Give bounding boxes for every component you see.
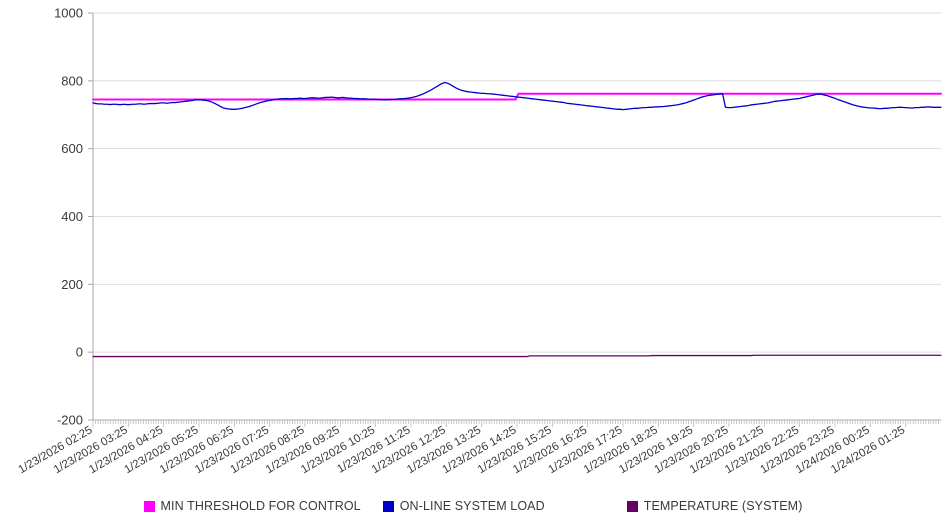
x-axis-tick-labels: 1/23/2026 02:251/23/2026 03:251/23/2026 … xyxy=(16,424,907,476)
y-axis-tick-labels: 1000 800 600 400 200 0 -200 xyxy=(54,6,83,428)
legend-item-min-threshold-for-control[interactable]: MIN THRESHOLD FOR CONTROL xyxy=(143,499,361,513)
legend-swatch-temperature-system xyxy=(626,500,638,512)
legend-swatch-on-line-system-load xyxy=(382,500,394,512)
svg-text:-200: -200 xyxy=(57,413,83,428)
series-line-2 xyxy=(92,354,942,358)
svg-text:1000: 1000 xyxy=(54,6,83,21)
data-series-lines xyxy=(92,81,942,358)
legend-label-on-line-system-load: ON-LINE SYSTEM LOAD xyxy=(399,499,545,513)
series-line-1 xyxy=(92,81,942,111)
chart-legend: MIN THRESHOLD FOR CONTROL ON-LINE SYSTEM… xyxy=(0,495,946,517)
x-axis-ticks xyxy=(92,420,939,427)
gridlines xyxy=(93,12,941,421)
svg-text:600: 600 xyxy=(61,141,83,156)
y-axis-ticks xyxy=(88,12,93,421)
svg-text:0: 0 xyxy=(76,345,83,360)
legend-label-temperature-system: TEMPERATURE (SYSTEM) xyxy=(643,499,803,513)
legend-item-on-line-system-load[interactable]: ON-LINE SYSTEM LOAD xyxy=(382,499,545,513)
legend-item-temperature-system[interactable]: TEMPERATURE (SYSTEM) xyxy=(626,499,803,513)
svg-text:200: 200 xyxy=(61,277,83,292)
legend-swatch-min-threshold-for-control xyxy=(143,500,155,512)
legend-label-min-threshold-for-control: MIN THRESHOLD FOR CONTROL xyxy=(160,499,361,513)
svg-text:800: 800 xyxy=(61,73,83,88)
svg-text:400: 400 xyxy=(61,209,83,224)
